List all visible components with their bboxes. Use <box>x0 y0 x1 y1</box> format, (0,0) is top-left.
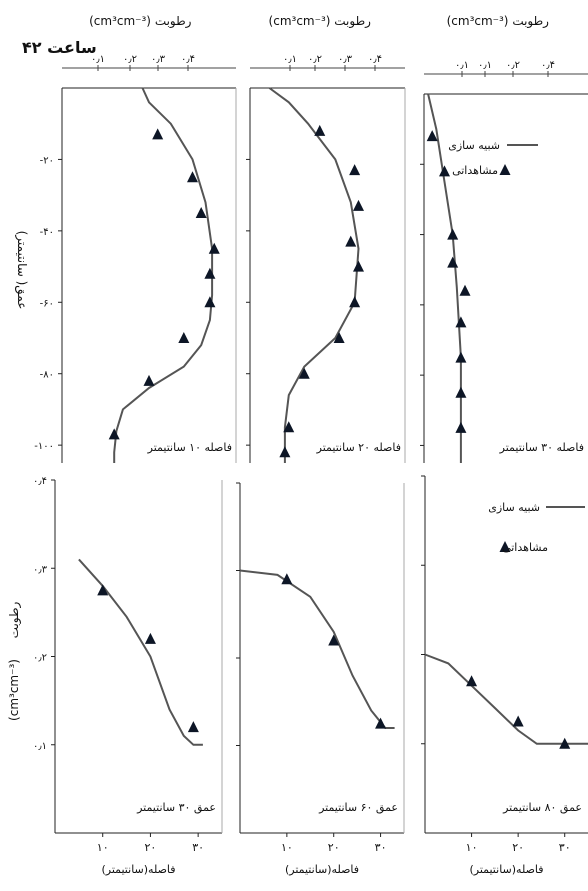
x-tick-label-2-4: ۰٫۴ <box>368 54 382 65</box>
b-observed-point-2-3 <box>375 717 387 729</box>
x-tick-label-3-3: ۰٫۲ <box>506 60 520 71</box>
b-observed-point-3-2 <box>512 715 524 727</box>
y-axis-title-depth: عمق( سانتیمتر) <box>14 231 29 310</box>
observed-point-2-8 <box>298 367 310 379</box>
b-simulated-line-3 <box>424 653 588 745</box>
y-tick-label-5: -۱۰۰ <box>34 441 54 452</box>
observed-point-3-1 <box>426 130 438 142</box>
y-tick-label-4: -۸۰ <box>40 370 54 381</box>
observed-point-2-9 <box>283 421 295 433</box>
observed-point-2-6 <box>349 296 361 308</box>
observed-point-1-1 <box>152 128 164 140</box>
b-observed-point-2-1 <box>281 573 293 585</box>
b-panel-label-1: عمق ۳۰ سانتیمتر <box>136 801 216 815</box>
b-y-axis-title: رطوبت <box>7 601 22 638</box>
b-observed-point-2-2 <box>328 634 340 646</box>
y-tick-label-1: -۲۰ <box>40 155 54 166</box>
x-axis-title-1: (cm³cm⁻³) رطوبت <box>89 14 192 29</box>
top-legend-observed-label: مشاهداتی <box>452 164 498 177</box>
observed-point-1-9 <box>108 428 120 440</box>
observed-point-2-7 <box>333 332 345 343</box>
x-tick-label-3-4: ۰٫۴ <box>541 60 555 71</box>
time-label: ۴۲ ساعت <box>22 38 97 57</box>
b-x-tick-label-1-2: ۲۰ <box>145 841 157 854</box>
b-y-tick-label-4: ۰٫۴ <box>33 476 47 487</box>
x-tick-label-1-3: ۰٫۳ <box>151 54 166 65</box>
b-x-axis-title-3: فاصله(سانتیمتر) <box>469 863 543 876</box>
b-x-tick-label-2-1: ۱۰ <box>281 841 293 854</box>
observed-point-3-4 <box>447 256 459 268</box>
x-tick-label-2-3: ۰٫۳ <box>338 54 353 65</box>
x-tick-label-3-2: ۰٫۱ <box>478 60 492 71</box>
x-tick-label-2-2: ۰٫۲ <box>308 54 322 65</box>
b-observed-point-1-3 <box>187 721 199 733</box>
b-x-tick-label-2-3: ۳۰ <box>375 841 387 854</box>
b-y-tick-label-3: ۰٫۳ <box>33 564 48 575</box>
observed-point-1-7 <box>178 332 190 343</box>
observed-point-2-4 <box>345 235 357 247</box>
b-simulated-line-1 <box>78 558 203 746</box>
x-tick-label-2-1: ۰٫۱ <box>283 54 297 65</box>
panel-label-1: فاصله ۱۰ سانتیمتر <box>147 441 232 454</box>
b-x-tick-label-2-2: ۲۰ <box>328 841 340 854</box>
top-legend-simulated-label: شبیه سازی <box>448 139 500 152</box>
y-tick-label-2: -۴۰ <box>40 227 54 238</box>
observed-point-1-5 <box>204 267 216 279</box>
b-simulated-line-2 <box>239 569 395 729</box>
observed-point-3-6 <box>455 316 467 328</box>
observed-point-1-8 <box>143 374 155 386</box>
x-axis-title-3: (cm³cm⁻³) رطوبت <box>447 14 550 29</box>
observed-point-3-8 <box>455 386 467 398</box>
panel-label-3: فاصله ۳۰ سانتیمتر <box>499 441 584 454</box>
b-x-tick-label-3-3: ۳۰ <box>559 841 571 854</box>
b-x-tick-label-3-2: ۲۰ <box>512 841 524 854</box>
b-observed-point-1-2 <box>144 632 156 644</box>
observed-point-3-7 <box>455 351 467 363</box>
x-axis-title-2: (cm³cm⁻³) رطوبت <box>269 14 372 29</box>
b-panel-label-3: عمق ۸۰ سانتیمتر <box>502 801 582 815</box>
y-tick-label-3: -۶۰ <box>40 298 54 309</box>
observed-point-3-5 <box>459 284 471 296</box>
b-y-axis-unit: (cm³cm⁻³) <box>7 659 21 721</box>
x-tick-label-1-2: ۰٫۲ <box>123 54 137 65</box>
b-panel-label-2: عمق ۶۰ سانتیمتر <box>318 801 398 815</box>
b-x-tick-label-1-3: ۳۰ <box>192 841 204 854</box>
bottom-legend-observed-label: مشاهداتی <box>502 541 548 554</box>
b-observed-point-3-3 <box>559 737 571 749</box>
observed-point-2-5 <box>353 260 364 272</box>
x-tick-label-1-1: ۰٫۱ <box>91 54 105 65</box>
b-x-axis-title-1: فاصله(سانتیمتر) <box>101 863 175 876</box>
observed-point-3-2 <box>439 165 450 177</box>
b-y-tick-label-2: ۰٫۲ <box>33 653 47 664</box>
x-tick-label-3-1: ۰٫۱ <box>455 60 469 71</box>
observed-point-2-2 <box>349 164 361 176</box>
bottom-legend-simulated-label: شبیه سازی <box>488 501 540 514</box>
simulated-line-2 <box>268 87 360 463</box>
x-tick-label-1-4: ۰٫۴ <box>181 54 195 65</box>
observed-point-1-4 <box>208 242 220 254</box>
b-y-tick-label-1: ۰٫۱ <box>33 741 47 752</box>
observed-point-1-3 <box>195 207 207 218</box>
observed-point-2-3 <box>353 199 364 211</box>
b-x-tick-label-3-1: ۱۰ <box>466 841 478 854</box>
panel-label-2: فاصله ۲۰ سانتیمتر <box>316 441 401 454</box>
b-observed-point-1-1 <box>97 584 109 596</box>
observed-point-2-1 <box>314 124 326 136</box>
observed-point-1-6 <box>204 296 216 308</box>
simulated-line-1 <box>113 87 214 463</box>
b-x-tick-label-1-1: ۱۰ <box>97 841 109 854</box>
observed-point-3-9 <box>455 421 467 433</box>
b-observed-point-3-1 <box>466 675 478 687</box>
b-x-axis-title-2: فاصله(سانتیمتر) <box>285 863 359 876</box>
observed-point-3-3 <box>447 228 459 240</box>
top-legend-triangle <box>499 164 511 175</box>
observed-point-1-2 <box>187 171 198 183</box>
observed-point-2-10 <box>279 446 291 458</box>
bottom-legend-triangle <box>499 541 511 552</box>
